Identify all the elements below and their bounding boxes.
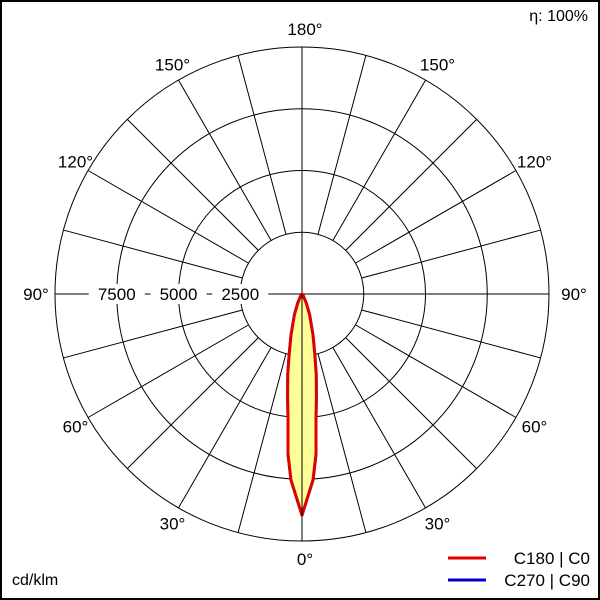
- grid-spoke: [63, 229, 243, 279]
- angle-label: 150°: [420, 56, 455, 75]
- grid-spoke: [355, 324, 517, 418]
- angle-label: 180°: [287, 20, 322, 39]
- grid-spoke: [126, 118, 259, 251]
- grid-spoke: [361, 229, 541, 279]
- grid-spoke: [237, 55, 287, 235]
- grid-spoke: [355, 170, 517, 264]
- grid-spoke: [87, 324, 249, 418]
- grid-spoke: [361, 309, 541, 359]
- grid-spoke: [126, 337, 259, 470]
- efficiency-label: η: 100%: [529, 8, 588, 25]
- angle-label: 30°: [425, 514, 451, 533]
- grid-spoke: [345, 337, 478, 470]
- grid-spoke: [332, 79, 426, 241]
- angle-label: 30°: [160, 514, 186, 533]
- legend-label: C270 | C90: [504, 571, 590, 590]
- tick-label-bg: [88, 284, 145, 304]
- grid-spoke: [178, 347, 272, 509]
- grid-spoke: [178, 79, 272, 241]
- grid-spoke: [317, 353, 367, 533]
- angle-label: 120°: [517, 153, 552, 172]
- unit-label: cd/klm: [12, 572, 59, 589]
- tick-label-bg: [212, 284, 269, 304]
- radial-tick-label: 5000: [160, 285, 198, 304]
- angle-label: 60°: [522, 418, 548, 437]
- grid-spoke: [345, 118, 478, 251]
- grid-spoke: [237, 353, 287, 533]
- angle-label: 120°: [58, 153, 93, 172]
- grid-spoke: [317, 55, 367, 235]
- angle-label: 90°: [23, 285, 49, 304]
- grid-spoke: [332, 347, 426, 509]
- angle-label: 150°: [155, 56, 190, 75]
- angle-label: 60°: [63, 418, 89, 437]
- radial-tick-label: 7500: [98, 285, 136, 304]
- legend-label: C180 | C0: [514, 549, 590, 568]
- tick-label-bg: [150, 284, 207, 304]
- radial-tick-label: 2500: [221, 285, 259, 304]
- angle-label: 0°: [297, 550, 313, 569]
- grid-spoke: [63, 309, 243, 359]
- grid-spoke: [87, 170, 249, 264]
- angle-label: 90°: [561, 285, 587, 304]
